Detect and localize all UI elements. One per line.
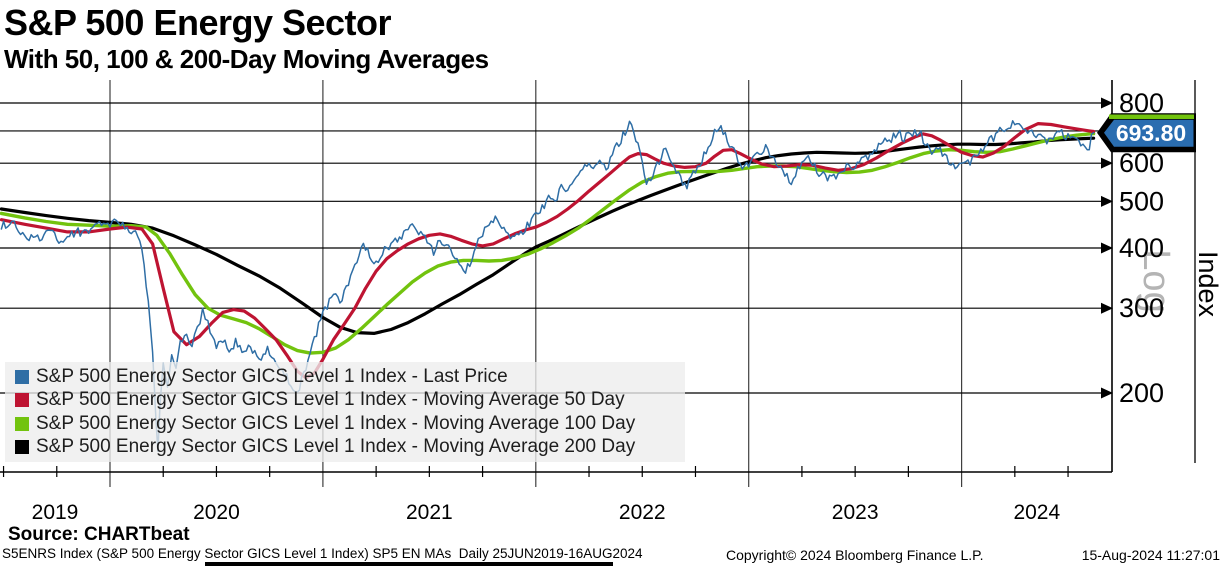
y-tick-label: 500 [1119, 186, 1164, 216]
y-tick-label: 200 [1119, 378, 1164, 408]
y-tick-label: 300 [1119, 293, 1164, 323]
y-tick-arrow-icon [1101, 242, 1113, 254]
series-moving-average-50-day [0, 122, 1096, 380]
source-label: Source: CHARTbeat [8, 524, 190, 545]
x-tick-label: 2024 [1013, 501, 1060, 524]
log-scale-watermark: Log [1135, 249, 1177, 312]
legend-swatch-ma50-icon [15, 393, 29, 408]
legend-swatch-ma100-icon [15, 416, 29, 431]
tag-body [1104, 119, 1194, 147]
last-price-value: 693.80 [1116, 120, 1186, 146]
legend-label: S&P 500 Energy Sector GICS Level 1 Index… [36, 436, 636, 458]
y-tick-arrow-icon [1101, 97, 1113, 109]
footer-copyright: Copyright© 2024 Bloomberg Finance L.P. [726, 547, 984, 563]
bottom-bar [205, 562, 613, 566]
series-last-price [0, 120, 1095, 453]
y-tick-label: 400 [1119, 233, 1164, 263]
y-axis-title: Index [1193, 251, 1223, 318]
y-tick-arrow-icon [1101, 302, 1113, 314]
legend-item-last-price[interactable]: S&P 500 Energy Sector GICS Level 1 Index… [15, 365, 685, 389]
x-tick-label: 2020 [193, 501, 240, 524]
y-tick-arrow-icon [1101, 387, 1113, 399]
legend-item-ma200[interactable]: S&P 500 Energy Sector GICS Level 1 Index… [15, 436, 685, 460]
legend-swatch-price-icon [15, 369, 29, 384]
series-moving-average-100-day [0, 131, 1096, 355]
footer-description: S5ENRS Index (S&P 500 Energy Sector GICS… [2, 546, 643, 561]
x-tick-label: 2022 [619, 501, 666, 524]
x-tick-label: 2023 [832, 501, 879, 524]
page-subtitle: With 50, 100 & 200-Day Moving Averages [4, 44, 489, 74]
legend-swatch-ma200-icon [15, 440, 29, 455]
series-moving-average-200-day [0, 136, 1096, 335]
y-tick-arrow-icon [1101, 195, 1113, 207]
x-tick-label: 2019 [32, 501, 79, 524]
y-tick-label: 800 [1119, 88, 1164, 118]
x-tick-label: 2021 [406, 501, 453, 524]
last-price-tag: 693.80 [1097, 113, 1196, 153]
footer-timestamp: 15-Aug-2024 11:27:01 [1081, 547, 1220, 563]
legend-item-ma50[interactable]: S&P 500 Energy Sector GICS Level 1 Index… [15, 389, 685, 413]
legend-label: S&P 500 Energy Sector GICS Level 1 Index… [36, 412, 636, 434]
y-tick-label: 600 [1119, 148, 1164, 178]
legend-item-ma100[interactable]: S&P 500 Energy Sector GICS Level 1 Index… [15, 412, 685, 436]
legend: S&P 500 Energy Sector GICS Level 1 Index… [5, 362, 685, 462]
legend-label: S&P 500 Energy Sector GICS Level 1 Index… [36, 389, 625, 411]
series-group [0, 120, 1096, 453]
y-tick-arrow-icon [1101, 157, 1113, 169]
legend-label: S&P 500 Energy Sector GICS Level 1 Index… [36, 365, 508, 387]
page-title: S&P 500 Energy Sector [4, 2, 392, 43]
